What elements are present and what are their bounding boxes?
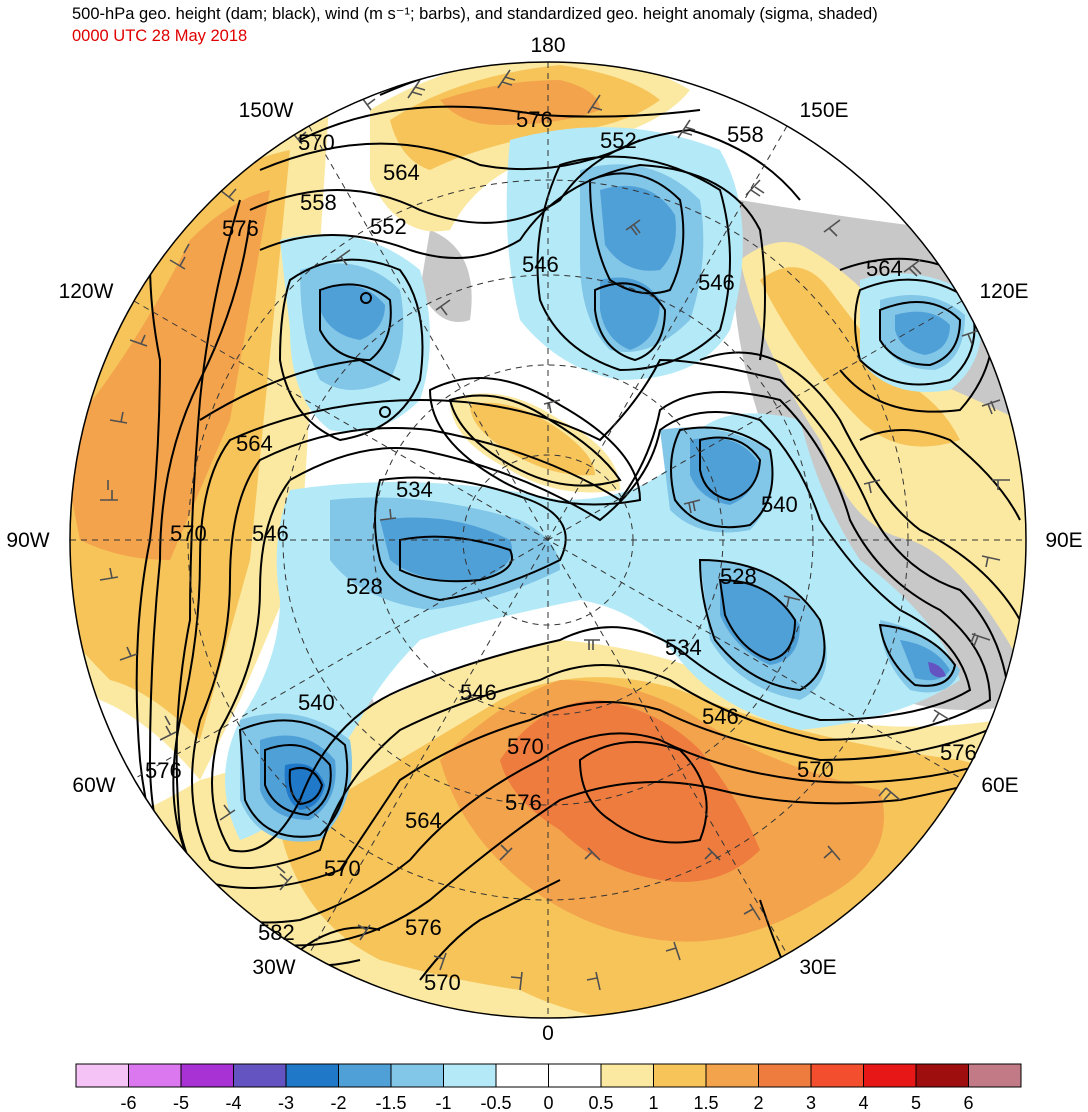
contour-label: 576 <box>222 216 259 241</box>
valid-time: 0000 UTC 28 May 2018 <box>72 27 248 45</box>
colorbar-swatch <box>285 1063 339 1088</box>
wind-barbs <box>99 69 1010 991</box>
contour-label: 570 <box>298 130 335 155</box>
contour-label: 528 <box>720 564 757 589</box>
colorbar-tick-label: 6 <box>963 1093 973 1112</box>
colorbar-tick-label: 0 <box>543 1093 553 1112</box>
contour-label: 546 <box>698 270 735 295</box>
contour-label: 564 <box>236 431 273 456</box>
colorbar-swatch <box>338 1063 392 1088</box>
colorbar-swatch <box>75 1063 129 1088</box>
colorbar-tick-label: -0.5 <box>480 1093 511 1112</box>
colorbar-swatch <box>390 1063 444 1088</box>
contour-label: 546 <box>522 252 559 277</box>
colorbar-swatch <box>968 1063 1022 1088</box>
contour-label: 570 <box>324 856 361 881</box>
colorbar: -6 -5 -4 -3 -2 -1.5 -1 -0.5 0 0.5 1 1.5 2 3 4 5 6 <box>75 1063 1022 1112</box>
contour-label: 534 <box>396 477 433 502</box>
colorbar-swatch <box>128 1063 182 1088</box>
contour-label: 582 <box>258 920 295 945</box>
colorbar-swatch <box>600 1063 654 1088</box>
colorbar-swatch <box>653 1063 707 1088</box>
contour-labels: 576 570 564 558 552 546 552 558 576 570 … <box>145 107 977 995</box>
lon-label-30w: 30W <box>252 956 295 979</box>
colorbar-swatch <box>495 1063 549 1088</box>
contour-label: 570 <box>507 734 544 759</box>
lon-label-0: 0 <box>542 1022 554 1045</box>
contour-label: 564 <box>405 808 442 833</box>
colorbar-tick-label: -1.5 <box>375 1093 406 1112</box>
graticule <box>70 62 1026 1018</box>
colorbar-tick-label: 2 <box>753 1093 763 1112</box>
colorbar-tick-label: 5 <box>911 1093 921 1112</box>
contour-label: 576 <box>145 758 182 783</box>
contour-label: 576 <box>516 107 553 132</box>
contour-label: 546 <box>252 521 289 546</box>
lon-label-180: 180 <box>530 34 565 57</box>
colorbar-tick-label: -3 <box>278 1093 294 1112</box>
colorbar-tick-label: 4 <box>858 1093 868 1112</box>
contour-label: 576 <box>505 790 542 815</box>
height-contours <box>135 62 1026 1001</box>
lon-label-90e: 90E <box>1045 529 1082 552</box>
colorbar-swatch <box>758 1063 812 1088</box>
lon-label-150w: 150W <box>239 99 294 122</box>
contour-label: 552 <box>600 128 637 153</box>
contour-label: 540 <box>298 690 335 715</box>
contour-label: 546 <box>702 704 739 729</box>
lon-label-60w: 60W <box>72 774 115 797</box>
contour-label: 540 <box>761 492 798 517</box>
contour-label: 576 <box>405 915 442 940</box>
colorbar-swatch <box>705 1063 759 1088</box>
colorbar-tick-label: -2 <box>330 1093 346 1112</box>
colorbar-tick-label: -4 <box>225 1093 241 1112</box>
lon-label-120e: 120E <box>979 280 1028 303</box>
contour-label: 570 <box>424 970 461 995</box>
longitude-labels: 180 150E 120E 90E 60E 30E 0 30W 60W 90W … <box>6 34 1082 1045</box>
contour-label: 576 <box>940 740 977 765</box>
colorbar-swatch <box>863 1063 917 1088</box>
lon-label-90w: 90W <box>6 529 49 552</box>
map-boundary <box>69 61 1027 1019</box>
colorbar-tick-label: 1.5 <box>693 1093 718 1112</box>
negative-anomaly-layer <box>225 127 982 842</box>
colorbar-tick-label: -5 <box>173 1093 189 1112</box>
colorbar-swatch <box>915 1063 969 1088</box>
lon-label-120w: 120W <box>59 280 114 303</box>
colorbar-swatch <box>180 1063 234 1088</box>
lon-label-150e: 150E <box>799 99 848 122</box>
contour-label: 570 <box>797 757 834 782</box>
contour-label: 564 <box>866 256 903 281</box>
colorbar-tick-label: -6 <box>120 1093 136 1112</box>
figure-title: 500-hPa geo. height (dam; black), wind (… <box>72 5 878 23</box>
contour-label: 558 <box>727 122 764 147</box>
colorbar-tick-label: 0.5 <box>588 1093 613 1112</box>
colorbar-tick-label: -1 <box>435 1093 451 1112</box>
contour-label: 558 <box>300 190 337 215</box>
contour-label: 564 <box>383 160 420 185</box>
colorbar-tick-label: 3 <box>806 1093 816 1112</box>
colorbar-swatch <box>233 1063 287 1088</box>
colorbar-swatch <box>443 1063 497 1088</box>
contour-label: 528 <box>346 574 383 599</box>
contour-label: 570 <box>170 521 207 546</box>
contour-label: 546 <box>460 680 497 705</box>
contour-label: 552 <box>370 214 407 239</box>
colorbar-swatch <box>548 1063 602 1088</box>
lon-label-60e: 60E <box>981 774 1018 797</box>
contour-label: 534 <box>665 635 702 660</box>
colorbar-swatch <box>810 1063 864 1088</box>
colorbar-tick-label: 1 <box>648 1093 658 1112</box>
lon-label-30e: 30E <box>799 956 836 979</box>
